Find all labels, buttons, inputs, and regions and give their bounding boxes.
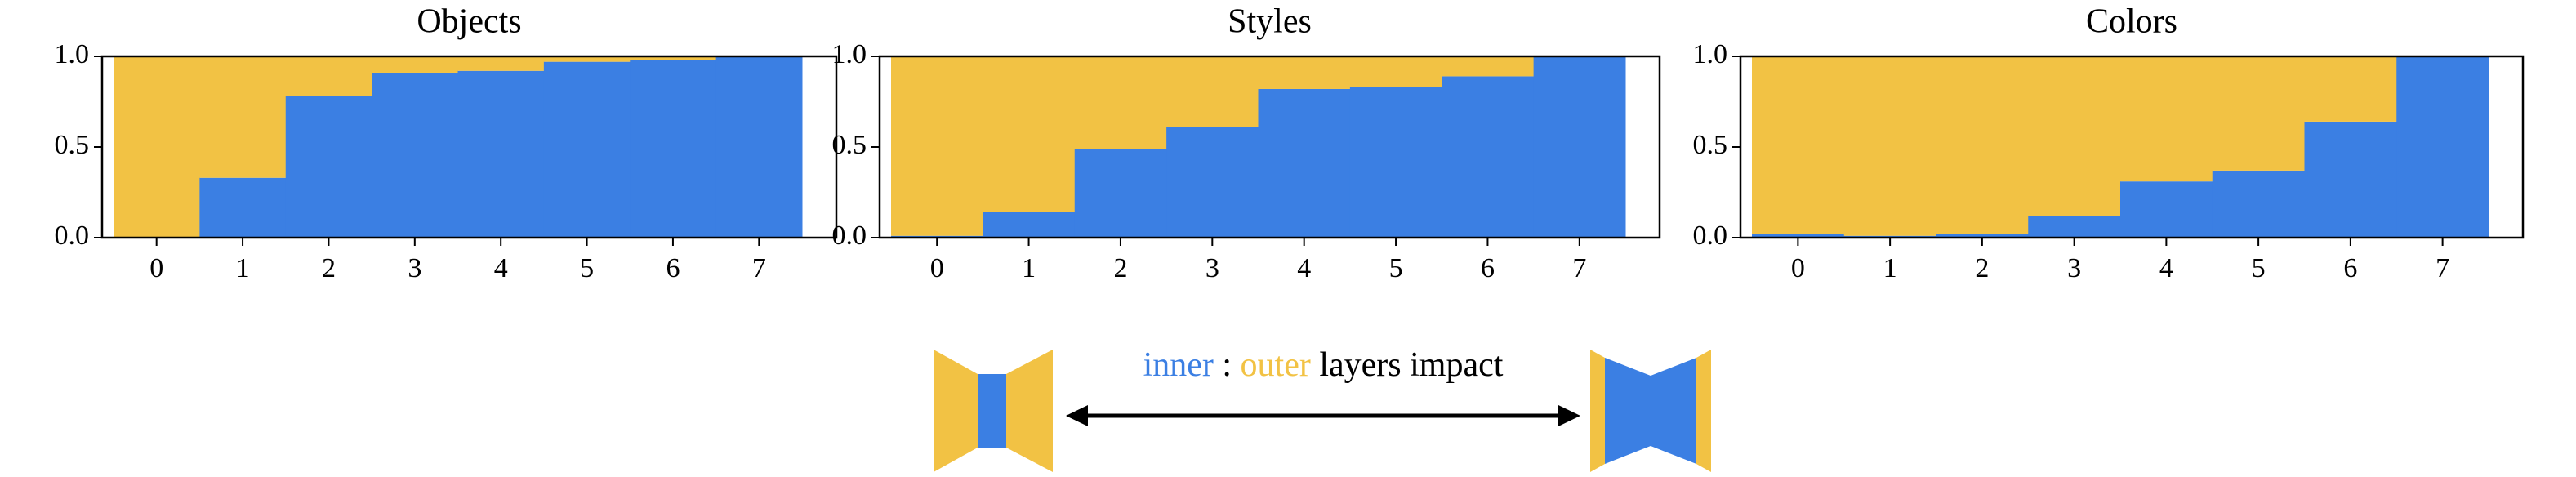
bar-segment [2120,56,2213,182]
x-tick-label: 3 [408,253,421,283]
x-tick-label: 6 [2343,253,2357,283]
chart-title: Objects [417,3,521,41]
bar-segment [630,56,717,60]
bar-segment [1752,234,1845,238]
bar-segment [543,56,631,62]
bar-segment [457,56,545,71]
legend-inner: inner [1143,346,1214,384]
x-tick-label: 5 [580,253,594,283]
bar-segment [2212,170,2305,238]
axes-frame [100,55,838,239]
arrow-head [1558,405,1580,426]
bar-segment [983,212,1076,238]
bar-segment [199,177,287,238]
y-tick-label: 0.0 [832,221,867,251]
x-tick-label: 4 [2159,253,2173,283]
bar-segment [372,56,458,73]
bar-segment [285,96,372,238]
chart: 0 1 2 3 4 5 6 7 0.0 0.5 1.0 Styles [832,3,1661,283]
bowtie-outer [1006,350,1053,472]
y-tick-label: 0.5 [832,130,867,160]
bar-segment [715,56,803,238]
x-tick-label: 5 [2252,253,2266,283]
bar-segment [1258,88,1351,238]
bar-segment [2120,181,2213,238]
bowtie-outer [1590,350,1605,472]
x-tick-label: 4 [1297,253,1311,283]
arrow-head [1066,405,1088,426]
x-tick-label: 0 [930,253,944,283]
chart-title: Colors [2086,3,2177,41]
x-tick-label: 3 [2067,253,2081,283]
bar-segment [2212,56,2305,171]
bar-segment [1258,56,1351,89]
x-tick-label: 5 [1389,253,1403,283]
legend-label: layers impact [1319,346,1503,384]
chart: 0 1 2 3 4 5 6 7 0.0 0.5 1.0 Colors [1693,3,2525,283]
x-tick-label: 3 [1206,253,1219,283]
chart-title: Styles [1228,3,1312,41]
bar-segment [2396,56,2489,238]
y-tick-label: 1.0 [832,39,867,69]
bar-segment [1533,56,1626,238]
x-tick-label: 7 [2436,253,2449,283]
x-tick-label: 2 [1113,253,1127,283]
y-tick-label: 0.0 [1693,221,1728,251]
axes-frame [878,55,1661,239]
bar-segment [1843,56,1936,236]
bar-segment [372,72,458,238]
chart: 0 1 2 3 4 5 6 7 0.0 0.5 1.0 Objects [55,3,838,283]
x-tick-label: 1 [1022,253,1036,283]
bar-segment [1936,234,2029,238]
y-tick-label: 1.0 [1693,39,1728,69]
legend-text: inner : outer layers impact [1143,346,1504,384]
bar-segment [1442,56,1535,77]
bar-segment [1166,56,1259,127]
x-tick-label: 6 [1481,253,1495,283]
bar-segment [2304,121,2397,238]
x-tick-label: 1 [1883,253,1897,283]
x-tick-label: 7 [1572,253,1586,283]
y-tick-label: 0.5 [55,130,90,160]
bar-segment [1936,56,2029,234]
bar-segment [1074,149,1167,238]
x-tick-label: 0 [149,253,163,283]
bar-segment [1349,87,1442,238]
bar-segment [983,56,1076,212]
x-tick-label: 4 [494,253,508,283]
x-tick-label: 2 [322,253,336,283]
bar-segment [630,60,717,238]
x-tick-label: 2 [1975,253,1989,283]
bar-segment [2028,216,2121,238]
bar-segment [457,70,545,238]
bowtie-outer [1696,350,1711,472]
legend-separator: : [1222,346,1232,384]
bar-segment [199,56,287,178]
legend: inner : outer layers impact [934,346,1711,472]
y-tick-label: 0.5 [1693,130,1728,160]
bowtie-outer [934,350,978,472]
bar-segment [2028,56,2121,216]
bar-segment [1166,127,1259,238]
bar-segment [1074,56,1167,149]
bowtie-inner [1605,358,1696,464]
bar-segment [114,56,200,238]
x-tick-label: 0 [1791,253,1805,283]
y-tick-label: 0.0 [55,221,90,251]
y-tick-label: 1.0 [55,39,90,69]
legend-outer: outer [1241,346,1311,384]
bar-segment [1442,76,1535,238]
bar-segment [1349,56,1442,87]
x-tick-label: 7 [752,253,766,283]
bar-segment [285,56,372,96]
bar-segment [1752,56,1845,234]
bar-segment [2304,56,2397,122]
axes-frame [1739,55,2525,239]
bar-segment [891,56,983,236]
x-tick-label: 6 [666,253,680,283]
bowtie-inner [978,374,1006,448]
bar-segment [543,61,631,238]
x-tick-label: 1 [236,253,250,283]
